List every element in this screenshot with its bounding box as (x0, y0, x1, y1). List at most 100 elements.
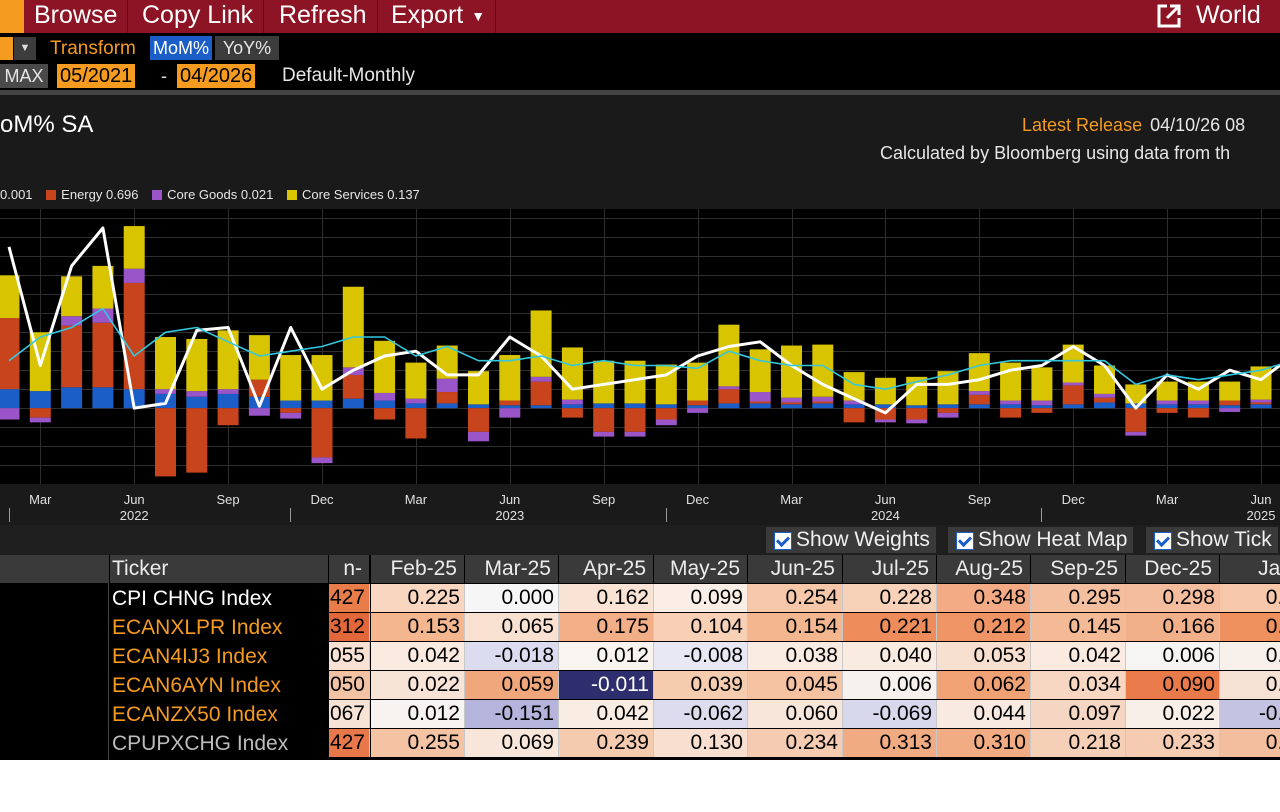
ticker-cell[interactable]: CPUPXCHG Index (112, 732, 289, 755)
ticker-cell[interactable]: ECANXLPR Index (112, 616, 283, 639)
bar-segment-core-goods[interactable] (1219, 408, 1241, 412)
bar-segment-core-services[interactable] (530, 310, 552, 377)
legend-item-core-goods[interactable]: Core Goods 0.021 (152, 187, 273, 202)
bar-segment-food[interactable] (874, 404, 896, 409)
bar-segment-food[interactable] (687, 405, 709, 409)
ticker-cell[interactable]: CPI CHNG Index (112, 587, 272, 610)
bar-segment-food[interactable] (1219, 405, 1241, 409)
world-button[interactable]: World (1148, 0, 1280, 33)
bar-segment-energy[interactable] (436, 392, 458, 404)
bar-segment-core-services[interactable] (217, 330, 239, 390)
bar-segment-food[interactable] (718, 403, 740, 409)
bar-segment-core-services[interactable] (311, 355, 333, 401)
bar-segment-food[interactable] (0, 389, 20, 409)
bar-segment-core-services[interactable] (0, 275, 20, 319)
bar-segment-core-goods[interactable] (155, 389, 176, 394)
series-line-trend[interactable] (8, 307, 1280, 390)
bar-segment-core-services[interactable] (155, 337, 176, 390)
bar-segment-core-services[interactable] (1156, 381, 1178, 401)
bar-segment-core-goods[interactable] (1000, 400, 1022, 405)
bar-segment-food[interactable] (499, 405, 521, 409)
bar-segment-food[interactable] (374, 400, 396, 409)
bar-segment-energy[interactable] (0, 318, 20, 390)
bar-segment-core-services[interactable] (374, 340, 396, 393)
column-header[interactable]: Jul-25 (843, 555, 937, 583)
bar-segment-core-services[interactable] (248, 335, 270, 380)
bar-segment-food[interactable] (1156, 404, 1178, 409)
bar-segment-core-goods[interactable] (248, 408, 270, 416)
bar-segment-core-services[interactable] (812, 344, 834, 397)
bar-segment-food[interactable] (593, 403, 615, 409)
bar-segment-core-services[interactable] (186, 338, 208, 392)
bar-segment-core-goods[interactable] (1062, 382, 1084, 386)
bar-segment-energy[interactable] (843, 408, 865, 423)
bar-segment-core-services[interactable] (1094, 365, 1115, 394)
ticker-cell[interactable]: ECANZX50 Index (112, 703, 278, 726)
bar-segment-energy[interactable] (61, 325, 83, 388)
bar-segment-food[interactable] (781, 404, 802, 409)
column-header[interactable]: Jun-25 (748, 555, 843, 583)
bar-segment-energy[interactable] (217, 408, 239, 426)
bar-segment-food[interactable] (61, 387, 83, 409)
bar-segment-energy[interactable] (311, 408, 333, 458)
bar-segment-food[interactable] (968, 404, 990, 409)
bar-segment-energy[interactable] (342, 374, 364, 399)
ticker-cell[interactable]: ECAN6AYN Index (112, 674, 281, 697)
refresh-button[interactable]: Refresh (269, 0, 378, 33)
bar-segment-core-services[interactable] (718, 324, 740, 387)
bar-segment-food[interactable] (186, 396, 208, 409)
bar-segment-core-goods[interactable] (0, 408, 20, 420)
bar-segment-energy[interactable] (906, 408, 928, 420)
end-date-input[interactable]: 04/2026 (177, 64, 256, 88)
bar-segment-energy[interactable] (1156, 408, 1178, 413)
stacked-bar-chart[interactable]: Mar Jun Sep Dec Mar Jun Sep Dec Mar Jun Sep Dec Mar J… (0, 209, 1280, 525)
bar-segment-energy[interactable] (1062, 385, 1084, 405)
bar-segment-food[interactable] (561, 404, 583, 409)
bar-segment-core-goods[interactable] (843, 400, 865, 405)
bar-segment-core-goods[interactable] (687, 408, 709, 413)
bar-segment-energy[interactable] (749, 401, 771, 404)
bar-segment-core-goods[interactable] (217, 389, 239, 394)
show-weights-toggle[interactable]: Show Weights (766, 527, 936, 553)
bar-segment-core-goods[interactable] (311, 457, 333, 464)
column-header[interactable]: Feb-25 (371, 555, 465, 583)
bar-segment-food[interactable] (468, 404, 489, 409)
bar-segment-energy[interactable] (92, 322, 114, 388)
copy-link-button[interactable]: Copy Link (132, 0, 265, 33)
bar-segment-food[interactable] (655, 404, 677, 409)
bar-segment-energy[interactable] (718, 389, 740, 404)
column-header[interactable]: Aug-25 (937, 555, 1031, 583)
bar-segment-food[interactable] (311, 400, 333, 409)
column-header[interactable]: Apr-25 (559, 555, 654, 583)
bar-segment-core-goods[interactable] (1125, 431, 1147, 436)
column-header[interactable]: Dec-25 (1126, 555, 1220, 583)
bar-segment-core-goods[interactable] (405, 398, 427, 404)
bar-segment-core-goods[interactable] (906, 419, 928, 424)
bar-segment-core-goods[interactable] (593, 431, 615, 437)
bar-segment-energy[interactable] (687, 400, 709, 406)
bar-segment-core-services[interactable] (937, 371, 959, 405)
bar-segment-energy[interactable] (374, 408, 396, 420)
bar-segment-energy[interactable] (530, 381, 552, 406)
bar-segment-core-goods[interactable] (1031, 400, 1053, 406)
bar-segment-core-goods[interactable] (530, 376, 552, 382)
bar-segment-core-services[interactable] (968, 353, 990, 392)
bar-segment-core-services[interactable] (280, 355, 302, 401)
bar-segment-core-services[interactable] (749, 349, 771, 393)
bar-segment-core-services[interactable] (342, 286, 364, 368)
bar-segment-energy[interactable] (468, 408, 489, 432)
bar-segment-energy[interactable] (123, 282, 145, 390)
legend-item-food[interactable]: 0.001 (0, 187, 33, 202)
bar-segment-energy[interactable] (1125, 408, 1147, 432)
bar-segment-energy[interactable] (405, 408, 427, 439)
bar-segment-core-services[interactable] (781, 345, 802, 398)
bar-segment-energy[interactable] (280, 408, 302, 413)
bar-segment-core-goods[interactable] (1156, 400, 1178, 405)
bar-segment-core-goods[interactable] (499, 408, 521, 418)
max-range-button[interactable]: MAX (0, 64, 48, 88)
bar-segment-food[interactable] (530, 405, 552, 409)
bar-segment-core-services[interactable] (624, 360, 646, 404)
bar-segment-energy[interactable] (1094, 397, 1115, 403)
bar-segment-food[interactable] (624, 403, 646, 409)
bar-segment-energy[interactable] (968, 394, 990, 405)
